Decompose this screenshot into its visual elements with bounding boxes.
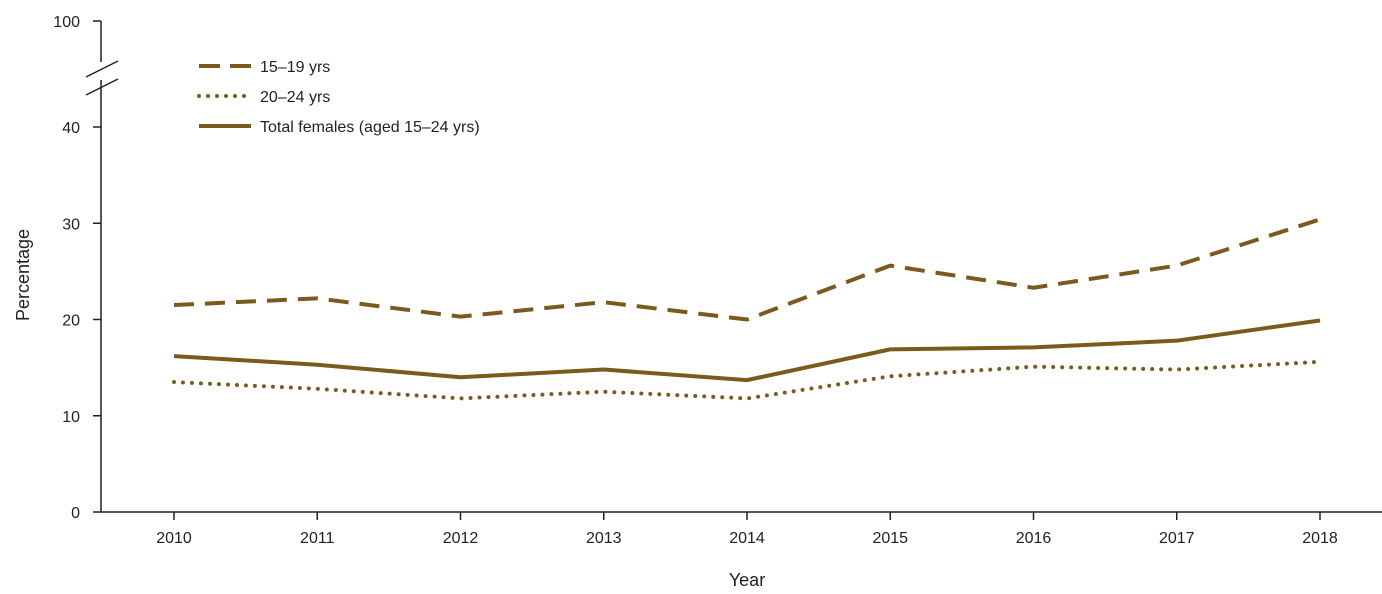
series-line-3 [173, 318, 1321, 383]
legend: 15–19 yrs 20–24 yrs Total females (aged 15… [197, 59, 480, 136]
x-tick-label: 2011 [300, 530, 335, 547]
legend-label-1: 15–19 yrs [260, 59, 330, 76]
x-tick-label: 2017 [1159, 530, 1195, 547]
axes [85, 21, 1382, 513]
x-tick-label: 2012 [443, 530, 479, 547]
series-line-1 [173, 217, 1321, 322]
x-tick-label: 2014 [729, 530, 765, 547]
axis-break-mark-upper [85, 60, 119, 78]
axis-break-mark-lower [85, 78, 119, 96]
legend-label-3: Total females (aged 15–24 yrs) [260, 119, 480, 136]
y-tick-label: 20 [62, 313, 80, 330]
y-tick-label: 30 [62, 216, 80, 233]
x-tick-label: 2018 [1302, 530, 1338, 547]
x-axis-title: Year [729, 570, 765, 590]
x-tick-label: 2013 [586, 530, 622, 547]
y-axis-title: Percentage [13, 229, 33, 321]
x-axis-ticks: 2010 2011 2012 2013 2014 2015 2016 2017 2018 [156, 512, 1338, 547]
x-tick-label: 2016 [1016, 530, 1052, 547]
x-tick-label: 2015 [872, 530, 908, 547]
y-tick-label: 40 [62, 120, 80, 137]
x-tick-label: 2010 [156, 530, 192, 547]
series-lines [172, 217, 1322, 401]
legend-label-2: 20–24 yrs [260, 89, 330, 106]
y-tick-label-break: 100 [53, 14, 80, 31]
y-axis-ticks: 0 10 20 30 40 100 [53, 14, 101, 522]
y-tick-label: 10 [62, 409, 80, 426]
y-tick-label: 0 [71, 505, 80, 522]
